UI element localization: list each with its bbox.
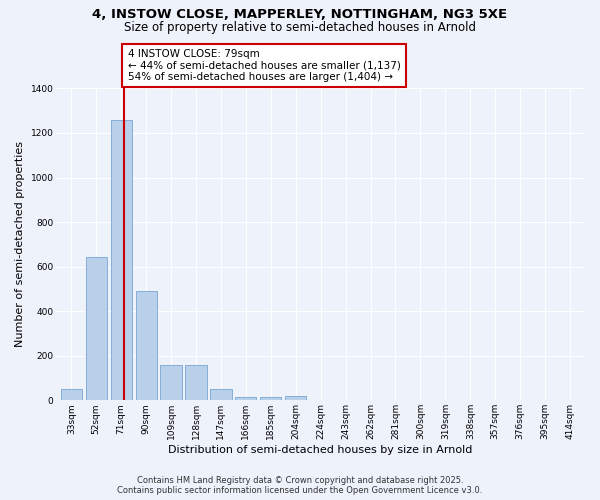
Bar [185,364,206,400]
Bar [235,397,256,400]
Bar [86,256,107,400]
Bar [160,364,182,400]
Bar [211,389,232,400]
Text: Contains HM Land Registry data © Crown copyright and database right 2025.
Contai: Contains HM Land Registry data © Crown c… [118,476,482,495]
Y-axis label: Number of semi-detached properties: Number of semi-detached properties [15,142,25,348]
Text: 4, INSTOW CLOSE, MAPPERLEY, NOTTINGHAM, NG3 5XE: 4, INSTOW CLOSE, MAPPERLEY, NOTTINGHAM, … [92,8,508,20]
Bar [285,396,307,400]
Bar [136,291,157,401]
Bar [61,389,82,400]
Bar [260,397,281,400]
Bar [110,120,132,400]
Text: 4 INSTOW CLOSE: 79sqm
← 44% of semi-detached houses are smaller (1,137)
54% of s: 4 INSTOW CLOSE: 79sqm ← 44% of semi-deta… [128,49,401,82]
X-axis label: Distribution of semi-detached houses by size in Arnold: Distribution of semi-detached houses by … [169,445,473,455]
Text: Size of property relative to semi-detached houses in Arnold: Size of property relative to semi-detach… [124,21,476,34]
